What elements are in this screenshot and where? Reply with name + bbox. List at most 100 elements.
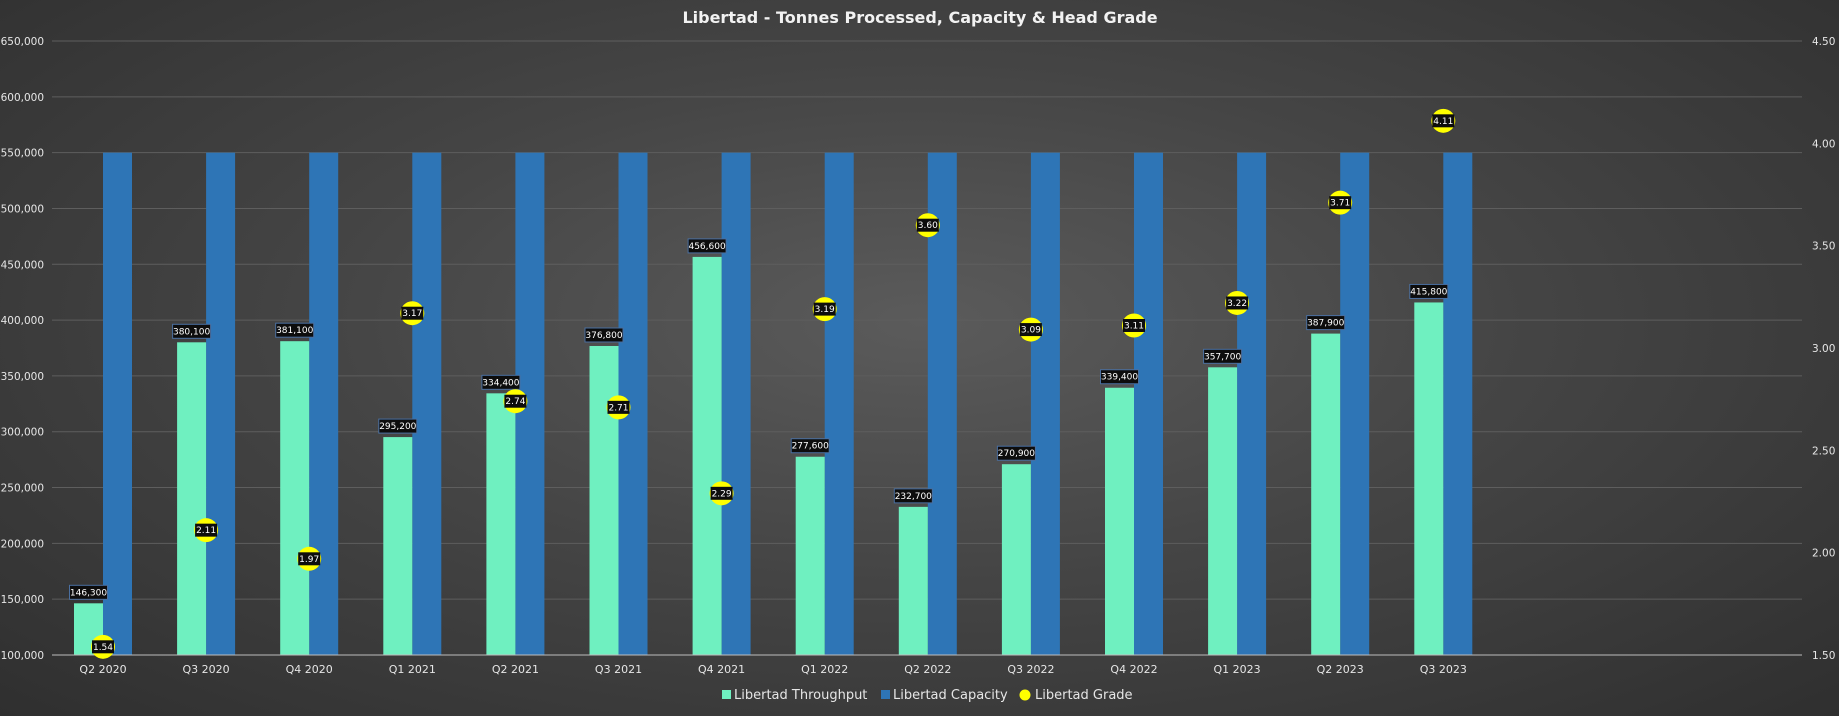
right-tick-label: 2.00	[1812, 548, 1835, 560]
grade-data-label: 2.71	[608, 403, 628, 413]
throughput-data-label: 334,400	[482, 378, 519, 388]
throughput-label-box	[1409, 283, 1449, 299]
throughput-label-box	[790, 438, 830, 454]
throughput-label-box	[1306, 315, 1346, 331]
capacity-bar	[412, 152, 442, 656]
throughput-bar	[486, 393, 516, 655]
throughput-data-label: 277,600	[792, 442, 829, 452]
throughput-label-box	[172, 323, 212, 339]
throughput-label-box	[481, 374, 521, 390]
throughput-data-label: 146,300	[70, 588, 107, 598]
category-label: Q2 2023	[1317, 663, 1364, 676]
capacity-bar	[1030, 152, 1060, 656]
throughput-label-box	[275, 322, 315, 338]
throughput-label-box	[69, 584, 108, 600]
throughput-bar	[280, 341, 310, 655]
throughput-bar	[1414, 302, 1444, 655]
capacity-bar	[927, 152, 957, 656]
left-tick-label: 100,000	[1, 650, 44, 662]
grade-label-box	[92, 640, 114, 654]
category-label: Q3 2021	[595, 663, 642, 676]
left-tick-label: 650,000	[1, 36, 44, 48]
grade-data-label: 3.22	[1227, 299, 1247, 309]
throughput-data-label: 357,700	[1204, 352, 1241, 362]
grade-label-box	[401, 306, 424, 320]
throughput-bar	[1311, 333, 1341, 655]
category-labels: Q2 2020 Q3 2020 Q4 2020 Q1 2021 Q2 2021 Q3 20…	[79, 663, 1466, 676]
left-tick-label: 550,000	[1, 148, 44, 160]
throughput-data-label: 339,400	[1101, 373, 1138, 383]
gridlines	[52, 40, 1802, 600]
throughput-label-box	[687, 238, 727, 254]
chart-title: Libertad - Tonnes Processed, Capacity & …	[682, 8, 1157, 27]
right-tick-label: 2.50	[1812, 445, 1835, 457]
throughput-data-labels: 146,300 380,100 381,100 295,200 334,400 376,8…	[69, 238, 1449, 600]
grade-label-box	[1432, 114, 1455, 128]
capacity-bar	[1134, 152, 1163, 656]
left-tick-label: 200,000	[1, 538, 44, 550]
throughput-data-label: 380,100	[173, 327, 210, 337]
grade-label-box	[813, 302, 836, 316]
grade-data-label: 4.11	[1433, 117, 1453, 127]
throughput-bar	[898, 506, 928, 655]
throughput-data-label: 456,600	[688, 242, 725, 252]
throughput-label-box	[1203, 348, 1243, 364]
grade-label-box	[1226, 296, 1249, 310]
throughput-bar	[1001, 464, 1031, 655]
legend: Libertad Throughput Libertad Capacity Li…	[722, 688, 1133, 703]
grade-data-label: 3.09	[1021, 326, 1041, 336]
legend-swatch-capacity	[881, 690, 890, 699]
grade-data-label: 3.19	[815, 305, 835, 315]
grade-label-box	[195, 523, 218, 537]
category-label: Q3 2022	[1007, 663, 1054, 676]
category-label: Q1 2023	[1214, 663, 1261, 676]
left-tick-label: 350,000	[1, 371, 44, 383]
capacity-bar	[103, 152, 132, 656]
throughput-bar	[589, 345, 619, 655]
legend-label-throughput: Libertad Throughput	[734, 688, 867, 703]
right-tick-label: 3.50	[1812, 241, 1835, 253]
throughput-bar	[1105, 387, 1134, 655]
grade-label-box	[1019, 323, 1042, 337]
grade-data-label: 3.60	[918, 221, 938, 231]
legend-swatch-grade	[1019, 689, 1031, 701]
throughput-bar	[692, 256, 722, 655]
grade-data-label: 1.54	[93, 643, 113, 653]
throughput-label-box	[996, 445, 1036, 461]
throughput-label-box	[584, 327, 624, 343]
throughput-label-box	[893, 488, 933, 504]
grade-label-box	[504, 394, 527, 408]
category-label: Q1 2021	[389, 663, 436, 676]
category-label: Q3 2023	[1420, 663, 1467, 676]
capacity-bar	[309, 152, 339, 656]
grade-data-label: 3.71	[1330, 199, 1350, 209]
left-tick-label: 400,000	[1, 315, 44, 327]
grade-data-label: 3.11	[1124, 321, 1144, 331]
grade-label-box	[1329, 196, 1352, 210]
bars	[74, 152, 1473, 656]
grade-label-box	[710, 486, 733, 500]
category-label: Q4 2022	[1110, 663, 1157, 676]
legend-label-grade: Libertad Grade	[1035, 688, 1133, 703]
left-tick-label: 300,000	[1, 427, 44, 439]
grade-label-box	[1123, 318, 1145, 332]
throughput-data-label: 232,700	[895, 492, 932, 502]
throughput-data-label: 295,200	[379, 422, 416, 432]
right-axis-ticks: 1.50 2.00 2.50 3.00 3.50 4.00 4.50	[1812, 36, 1835, 662]
category-label: Q1 2022	[801, 663, 848, 676]
category-label: Q2 2021	[492, 663, 539, 676]
grade-data-label: 3.17	[402, 309, 422, 319]
throughput-bar	[383, 437, 413, 655]
grade-data-label: 1.97	[299, 555, 319, 565]
capacity-bar	[206, 152, 236, 656]
category-label: Q4 2020	[286, 663, 333, 676]
throughput-label-box	[378, 418, 418, 434]
right-tick-label: 4.50	[1812, 36, 1835, 48]
throughput-data-label: 270,900	[998, 449, 1035, 459]
grade-label-box	[607, 400, 630, 414]
capacity-bar	[824, 152, 854, 656]
grade-data-label: 2.74	[505, 397, 525, 407]
grade-label-box	[298, 552, 321, 566]
throughput-bar	[1208, 367, 1238, 655]
